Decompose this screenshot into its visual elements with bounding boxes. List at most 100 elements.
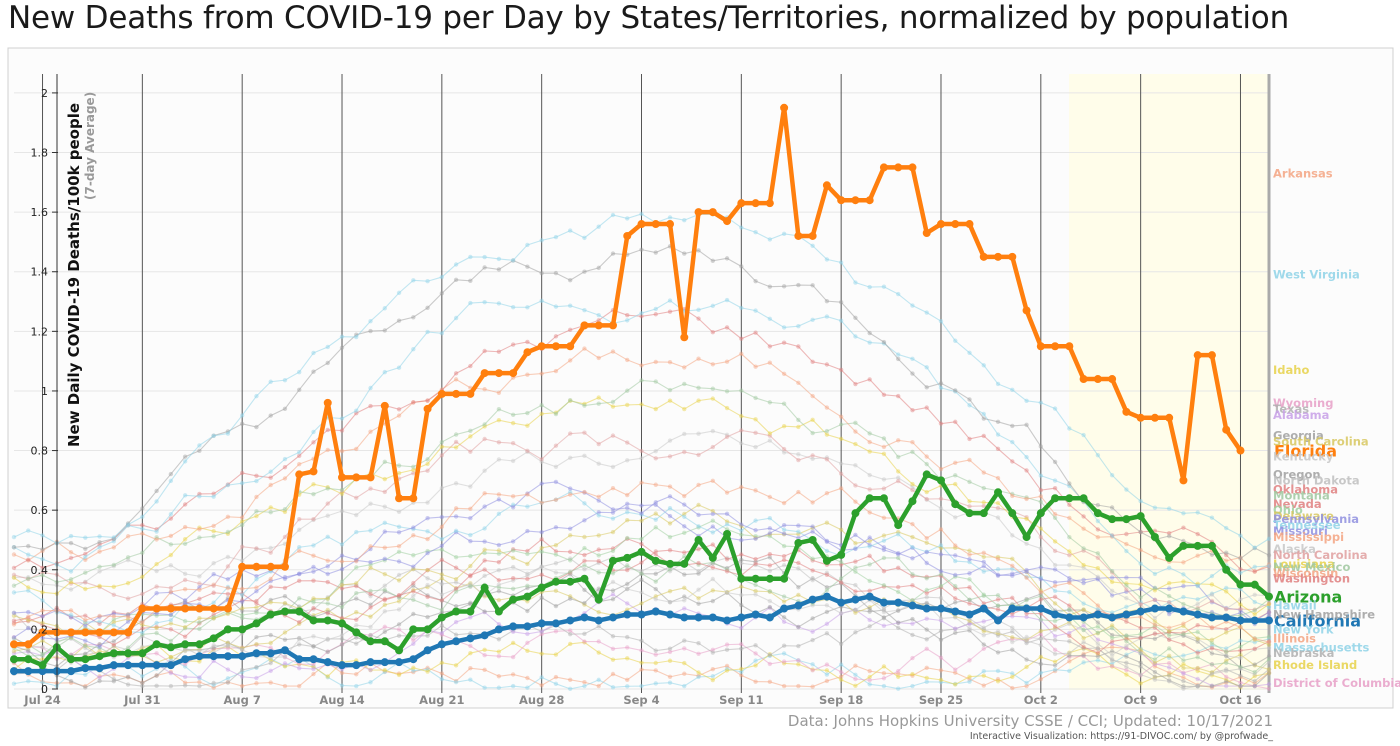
background-series-point [953, 615, 958, 620]
background-series-point [168, 621, 174, 626]
background-series-point [910, 597, 915, 603]
background-series-point [1166, 660, 1172, 666]
background-series-point [40, 590, 45, 595]
background-series-point [781, 557, 787, 563]
background-series-point [1181, 678, 1186, 684]
series-point-florida [580, 321, 589, 330]
background-series-label: Massachusetts [1273, 640, 1369, 654]
background-series-point [1238, 666, 1243, 672]
background-series-label: North Dakota [1273, 473, 1360, 487]
background-series-point [311, 516, 316, 522]
background-series-point [896, 674, 901, 680]
background-series-point [525, 448, 530, 453]
background-series-point [1238, 625, 1243, 630]
background-series-point [582, 545, 587, 551]
series-point-florida [979, 252, 988, 261]
background-series-point [268, 640, 273, 646]
series-point-florida [38, 628, 47, 637]
background-series-label: Pennsylvania [1273, 512, 1359, 526]
background-series-point [796, 624, 801, 630]
series-point-florida [594, 321, 603, 330]
background-series-point [1252, 640, 1257, 645]
background-series-point [1095, 574, 1101, 579]
background-series-point [1181, 686, 1186, 691]
background-series-point [881, 486, 887, 491]
background-series-point [767, 651, 773, 657]
background-series-point [182, 664, 188, 669]
background-series-point [767, 515, 773, 521]
background-series-point [325, 596, 330, 601]
background-series-point [981, 563, 986, 569]
background-series-point [1095, 630, 1101, 636]
background-series-point [1209, 598, 1215, 604]
background-series-point [953, 630, 958, 636]
series-point-florida [452, 389, 461, 398]
background-series-point [767, 604, 773, 610]
background-series-point [739, 673, 744, 678]
background-series-point [268, 597, 273, 603]
background-series-point [396, 549, 402, 554]
background-series-point [197, 675, 202, 680]
background-series-point [639, 660, 644, 665]
series-point-arizona [1093, 509, 1102, 518]
series-point-arizona [1051, 494, 1060, 503]
background-series-point [1238, 567, 1243, 572]
background-series-point [853, 499, 858, 504]
series-point-florida [138, 604, 147, 613]
background-series-point [810, 568, 815, 573]
series-point-california [10, 667, 18, 676]
background-series-point [710, 598, 716, 604]
background-series-point [510, 578, 516, 583]
background-series-point [653, 250, 658, 255]
series-point-arizona [979, 509, 988, 518]
background-series-point [953, 596, 958, 601]
background-series-point [639, 518, 644, 523]
background-series-point [311, 369, 316, 374]
background-series-point [1109, 593, 1115, 598]
series-point-florida [1136, 413, 1145, 422]
background-series-point [482, 539, 487, 544]
background-series-point [1124, 548, 1129, 554]
series-point-arizona [452, 607, 461, 616]
background-series-point [553, 561, 559, 566]
background-series-point [582, 430, 587, 435]
background-series-point [1024, 454, 1029, 460]
background-series-point [824, 672, 830, 677]
background-series-point [510, 505, 516, 510]
background-series-point [197, 596, 202, 602]
background-series-point [1166, 629, 1172, 634]
background-series-point [1252, 646, 1257, 652]
background-series-point [1181, 671, 1186, 676]
series-point-florida [152, 604, 161, 613]
background-series-point [625, 458, 630, 463]
series-point-florida [1108, 375, 1117, 384]
background-series-point [496, 578, 502, 583]
background-series-point [40, 653, 45, 658]
series-point-arizona [1250, 580, 1259, 589]
background-series-point [838, 414, 844, 419]
background-series-point [739, 528, 744, 533]
background-series-point [838, 562, 844, 567]
background-series-point [154, 611, 159, 616]
background-series-point [1010, 647, 1015, 652]
background-series-point [1209, 651, 1215, 656]
background-series-point [68, 533, 74, 539]
series-point-california [765, 613, 774, 622]
background-series-point [1124, 664, 1129, 670]
background-series-point [710, 511, 716, 517]
background-series-point [767, 237, 773, 242]
background-series-point [83, 645, 88, 651]
background-series-point [896, 356, 901, 362]
background-series-point [967, 597, 972, 603]
background-series-point [995, 505, 1001, 511]
background-series-point [810, 393, 815, 399]
background-series-point [97, 678, 102, 684]
background-series-point [239, 413, 245, 418]
background-series-point [995, 650, 1001, 655]
background-series-point [510, 258, 516, 263]
background-series-point [1138, 547, 1143, 553]
background-series-point [439, 660, 445, 665]
background-series-point [354, 672, 359, 677]
background-series-point [1067, 621, 1072, 627]
background-series-point [510, 420, 516, 426]
